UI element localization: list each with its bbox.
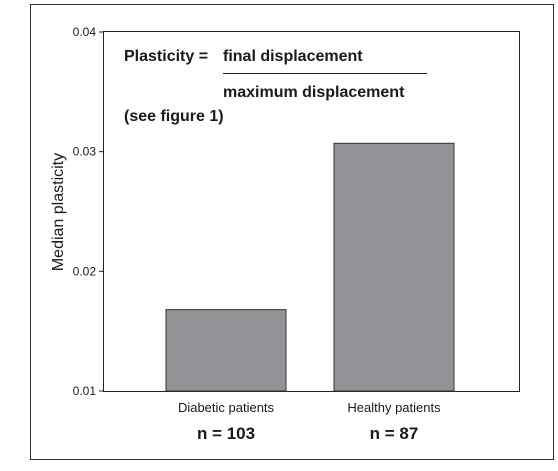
plot-area: [103, 31, 520, 392]
category-label: Healthy patients: [347, 400, 441, 415]
formula-denominator: maximum displacement: [223, 84, 405, 101]
figure-frame: [30, 4, 554, 460]
bar-diabetic-patients: [165, 309, 287, 392]
category-label: Diabetic patients: [178, 400, 275, 415]
y-tick-label: 0.02: [73, 264, 97, 278]
bars-group: [165, 142, 455, 392]
x-axis-categories: Diabetic patients n = 103 Healthy patients…: [178, 400, 441, 443]
y-axis-label: Median plasticity: [50, 153, 67, 271]
bar-healthy-patients: [333, 142, 455, 392]
formula-note: (see figure 1): [124, 108, 224, 125]
y-axis-ticks: 0.01 0.02 0.03 0.04: [73, 25, 104, 398]
formula-numerator: final displacement: [223, 48, 363, 65]
sample-size-label: n = 87: [370, 424, 419, 443]
y-tick-label: 0.03: [73, 145, 97, 159]
sample-size-label: n = 103: [197, 424, 255, 443]
formula-prefix: Plasticity =: [124, 48, 208, 65]
y-tick-label: 0.04: [73, 25, 97, 39]
formula-annotation: Plasticity = final displacement maximum …: [124, 48, 427, 125]
y-tick-label: 0.01: [73, 384, 97, 398]
